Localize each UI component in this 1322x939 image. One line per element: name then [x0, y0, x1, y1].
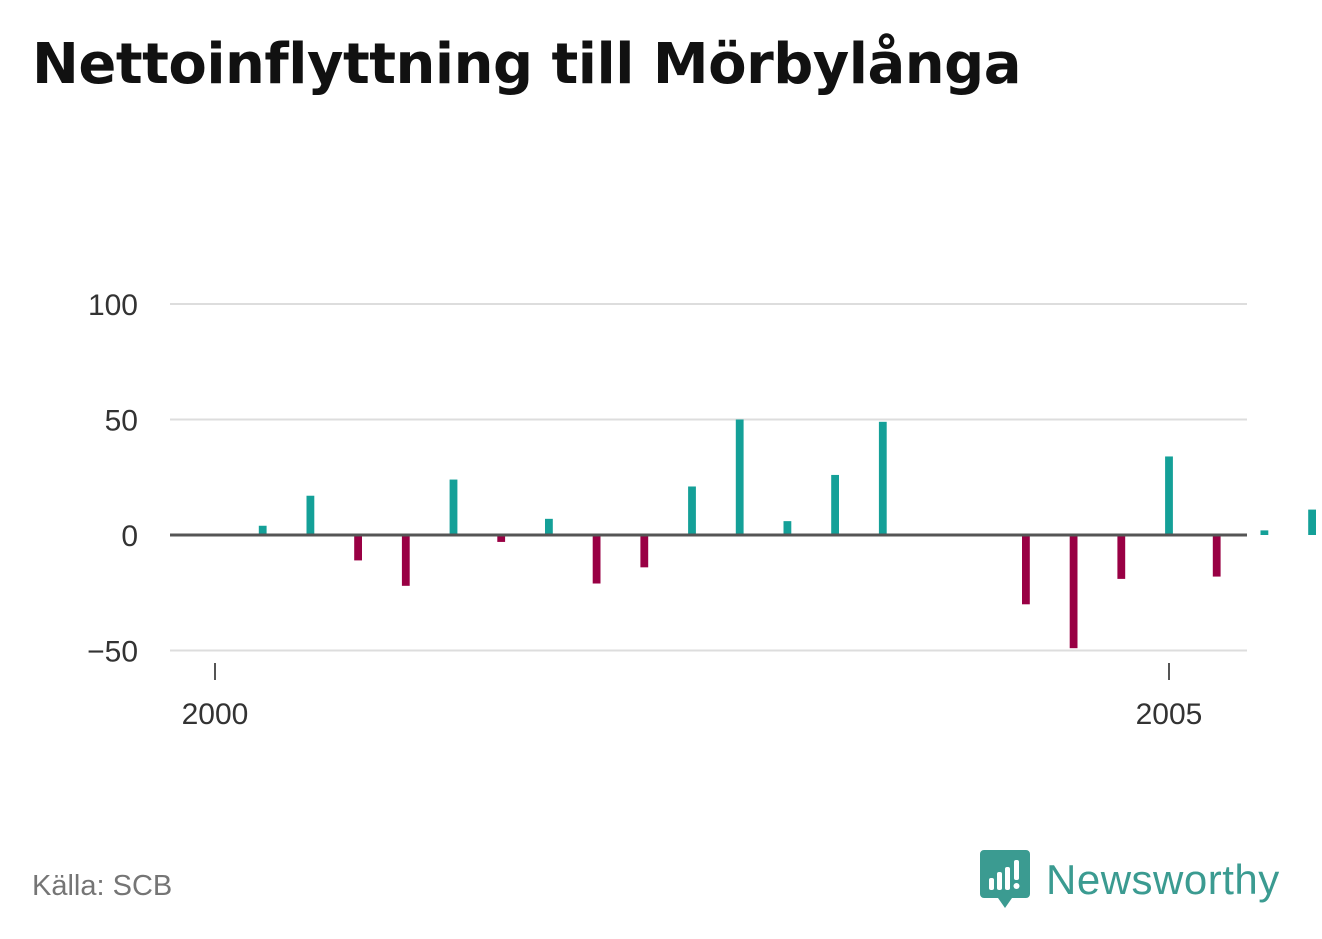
bar — [783, 521, 792, 535]
bar — [1022, 535, 1030, 605]
bar — [401, 535, 410, 586]
bar — [831, 474, 839, 535]
y-tick-label: 0 — [121, 520, 138, 553]
x-tick-label: 2005 — [1136, 698, 1203, 731]
bar-chart-bubble-icon — [980, 850, 1030, 908]
y-tick-label: 50 — [105, 405, 138, 438]
bar — [449, 479, 458, 535]
bar — [354, 535, 362, 561]
chart-title: Nettoinflyttning till Mörbylånga — [32, 32, 1022, 97]
bar — [592, 535, 601, 584]
bar — [1069, 535, 1078, 649]
bar — [735, 419, 744, 535]
source-label: Källa: SCB — [32, 870, 173, 902]
bar — [306, 495, 315, 535]
bar — [545, 518, 553, 535]
y-tick-label: −50 — [87, 636, 138, 669]
bar — [1165, 456, 1173, 535]
x-tick-label: 2000 — [182, 698, 249, 731]
axes: −50050100200020052010201520202025 — [87, 289, 1247, 731]
bar — [688, 486, 696, 535]
bars — [258, 419, 1316, 649]
brand-logo: Newsworthy — [980, 850, 1280, 910]
bar — [1308, 509, 1316, 535]
bar — [1212, 535, 1221, 577]
bar — [640, 535, 649, 568]
bar — [1260, 530, 1269, 535]
y-tick-label: 100 — [88, 289, 138, 322]
brand-name: Newsworthy — [1046, 856, 1280, 903]
bar — [258, 525, 267, 535]
grid-lines — [170, 303, 1247, 652]
bar — [497, 535, 506, 542]
bar — [1117, 535, 1126, 579]
bar — [878, 421, 887, 535]
